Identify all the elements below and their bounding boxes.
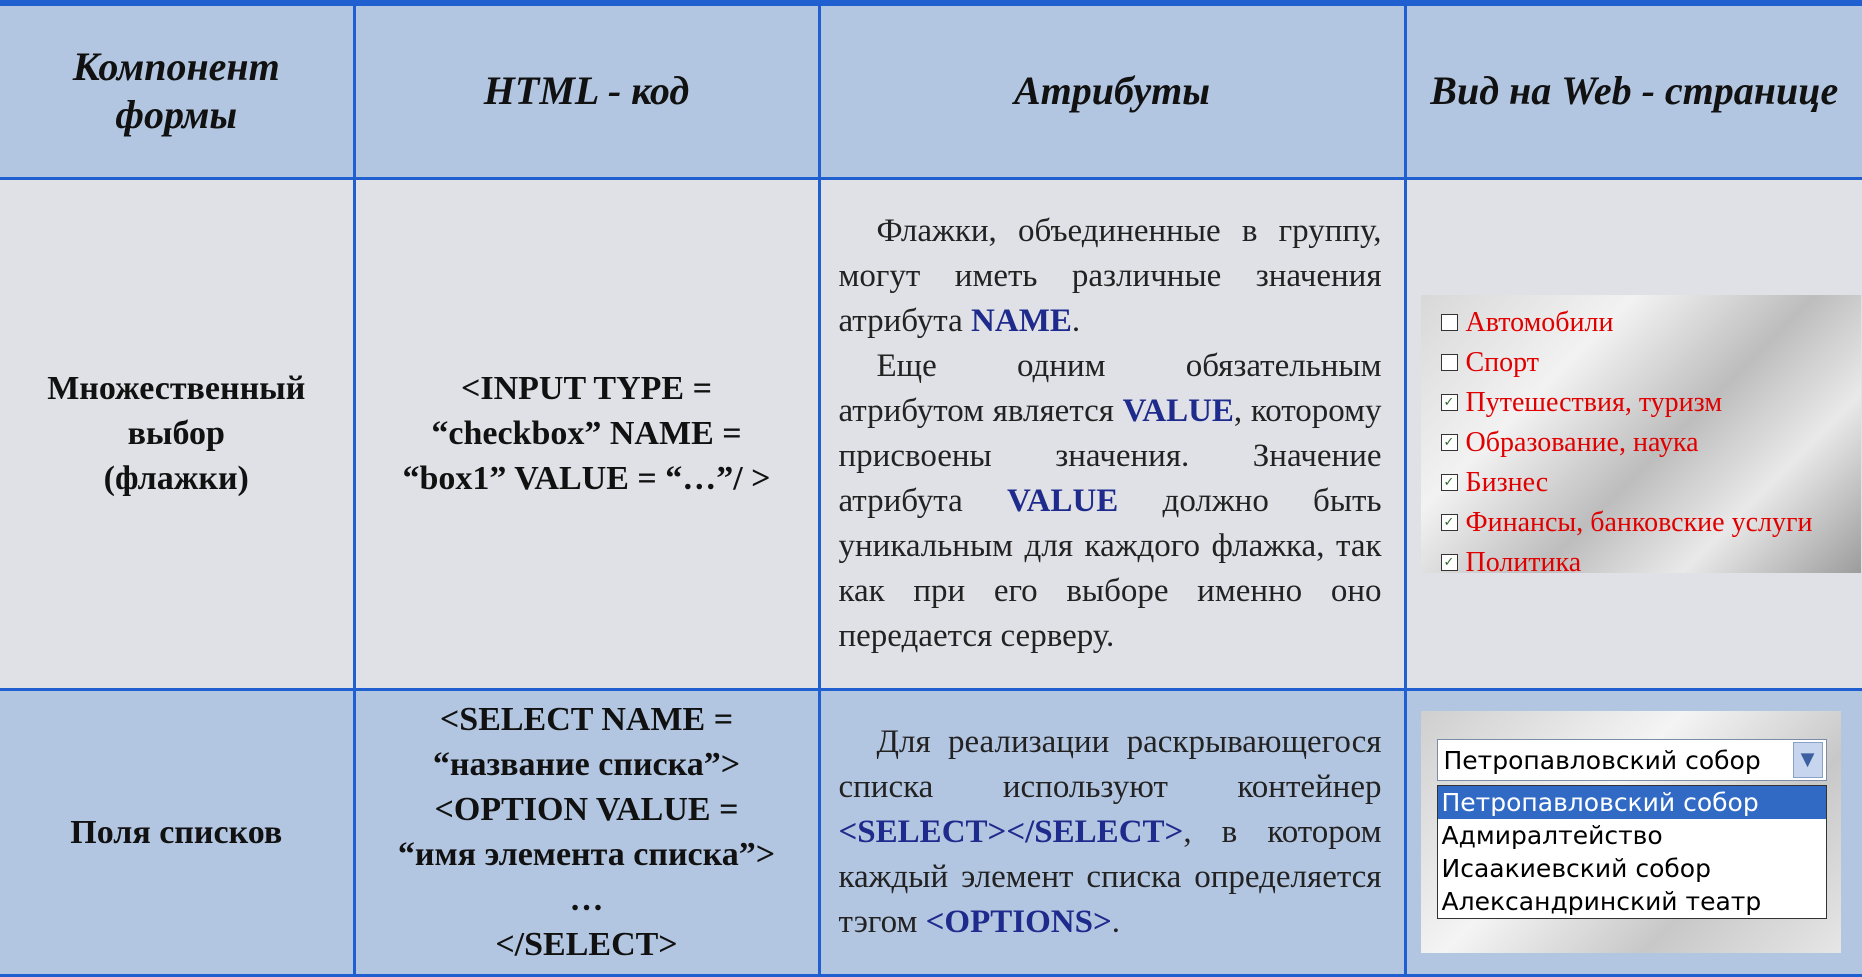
text: Для реализации раскрывающегося списка ис… [838,723,1382,805]
checkbox-label: Финансы, банковские услуги [1465,506,1813,538]
preview-cell: Автомобили Спорт ✓ Путешествия, туризм ✓ Обра… [1403,176,1862,691]
preview-cell: Петропавловский собор ▼ Петропавловский со… [1403,687,1862,977]
table-row: Множественный выбор (флажки) <INPUT TYPE = “… [0,176,1862,691]
option: Петропавловский собор [1437,786,1826,819]
attributes-cell: Флажки, объединенные в группу, могут име… [817,176,1407,691]
keyword: NAME [971,302,1072,339]
checkbox-item: ✓ Путешествия, туризм [1440,383,1861,423]
option: Александринский театр [1441,887,1762,916]
header-cell: Компонент формы [0,6,356,180]
keyword: VALUE [1122,392,1234,429]
component-line: Поля списков [70,813,283,851]
text: Флажки, объединенные в группу, могут име… [838,212,1382,339]
checkbox-label: Политика [1465,546,1582,578]
code-line: <OPTION VALUE = [434,791,739,828]
select-value: Петропавловский собор [1443,745,1761,775]
text: Еще одним обязательным атрибутом являетс… [838,347,1382,429]
table-body: Множественный выбор (флажки) <INPUT TYPE = “… [0,176,1862,977]
component-cell: Поля списков [0,687,356,977]
code-line: “checkbox” NAME = [431,415,742,452]
checkbox-item: Автомобили [1440,303,1861,343]
select-preview: Петропавловский собор ▼ Петропавловский со… [1420,711,1841,953]
checkbox [1440,354,1458,371]
checkbox: ✓ [1440,514,1458,531]
checkbox: ✓ [1440,434,1458,451]
checkbox-item: ✓ Финансы, банковские услуги [1440,503,1861,543]
checkbox-label: Бизнес [1465,466,1549,498]
header-cell: Вид на Web - странице [1403,6,1862,180]
checkbox: ✓ [1440,554,1458,571]
component-line: выбор [127,415,225,452]
attributes-cell: Для реализации раскрывающегося списка ис… [817,687,1407,977]
option: Адмиралтейство [1441,821,1663,850]
checkbox-label: Автомобили [1465,306,1614,338]
forms-table: Компонент формы HTML - код Атрибуты Вид на … [0,6,1862,977]
code-cell: <INPUT TYPE = “checkbox” NAME = “box1” VAL… [352,176,821,691]
text: , в котором каждый элемент списка опреде… [838,813,1382,940]
select-box: Петропавловский собор ▼ [1436,739,1827,781]
option: Исаакиевский собор [1441,854,1711,883]
component-cell: Множественный выбор (флажки) [0,176,356,691]
checkbox-item: ✓ Бизнес [1440,463,1861,503]
checkbox-item: Спорт [1440,343,1861,383]
table-row: Поля списков <SELECT NAME = “название спис… [0,687,1862,977]
checkbox: ✓ [1440,394,1458,411]
option-list: Петропавловский собор Адмиралтейство Исаак… [1436,785,1827,919]
code-line: … [569,881,604,918]
header-cell: Атрибуты [817,6,1407,180]
header-cell: HTML - код [352,6,821,180]
keyword: <SELECT></SELECT> [838,813,1184,850]
attribute-paragraph: Флажки, объединенные в группу, могут име… [839,209,1382,344]
text: . [1111,903,1121,940]
component-line: (флажки) [103,460,249,497]
attribute-paragraph: Для реализации раскрывающегося списка ис… [839,720,1382,945]
code-line: “box1” VALUE = “…”/ > [402,460,771,497]
header-row: Компонент формы HTML - код Атрибуты Вид на … [0,6,1862,180]
checkbox-preview: Автомобили Спорт ✓ Путешествия, туризм ✓ Обра… [1420,294,1861,578]
checkbox-label: Образование, наука [1465,426,1699,458]
checkbox: ✓ [1440,474,1458,491]
keyword: VALUE [1007,482,1119,519]
checkbox-label: Путешествия, туризм [1465,386,1723,418]
checkbox-item: ✓ Образование, наука [1440,423,1861,463]
code-line: <SELECT NAME = [439,701,734,738]
code-line: </SELECT> [495,926,678,963]
text: , которому присвоены значения. Значение … [838,392,1382,519]
dropdown-arrow: ▼ [1792,742,1823,778]
checkbox-item: ✓ Политика [1440,543,1861,583]
keyword: <OPTIONS> [925,903,1112,940]
checkbox-label: Спорт [1465,346,1540,378]
code-cell: <SELECT NAME = “название списка”> <OPTION … [352,687,821,977]
code-line: “название списка”> [432,746,741,783]
text: должно быть уникальным для каждого флажк… [838,482,1382,654]
code-line: “имя элемента списка”> [397,836,776,873]
code-line: <INPUT TYPE = [461,370,712,407]
text: . [1071,302,1081,339]
component-line: Множественный [47,370,306,407]
checkbox [1440,314,1458,331]
attribute-paragraph: Еще одним обязательным атрибутом являетс… [839,344,1382,659]
